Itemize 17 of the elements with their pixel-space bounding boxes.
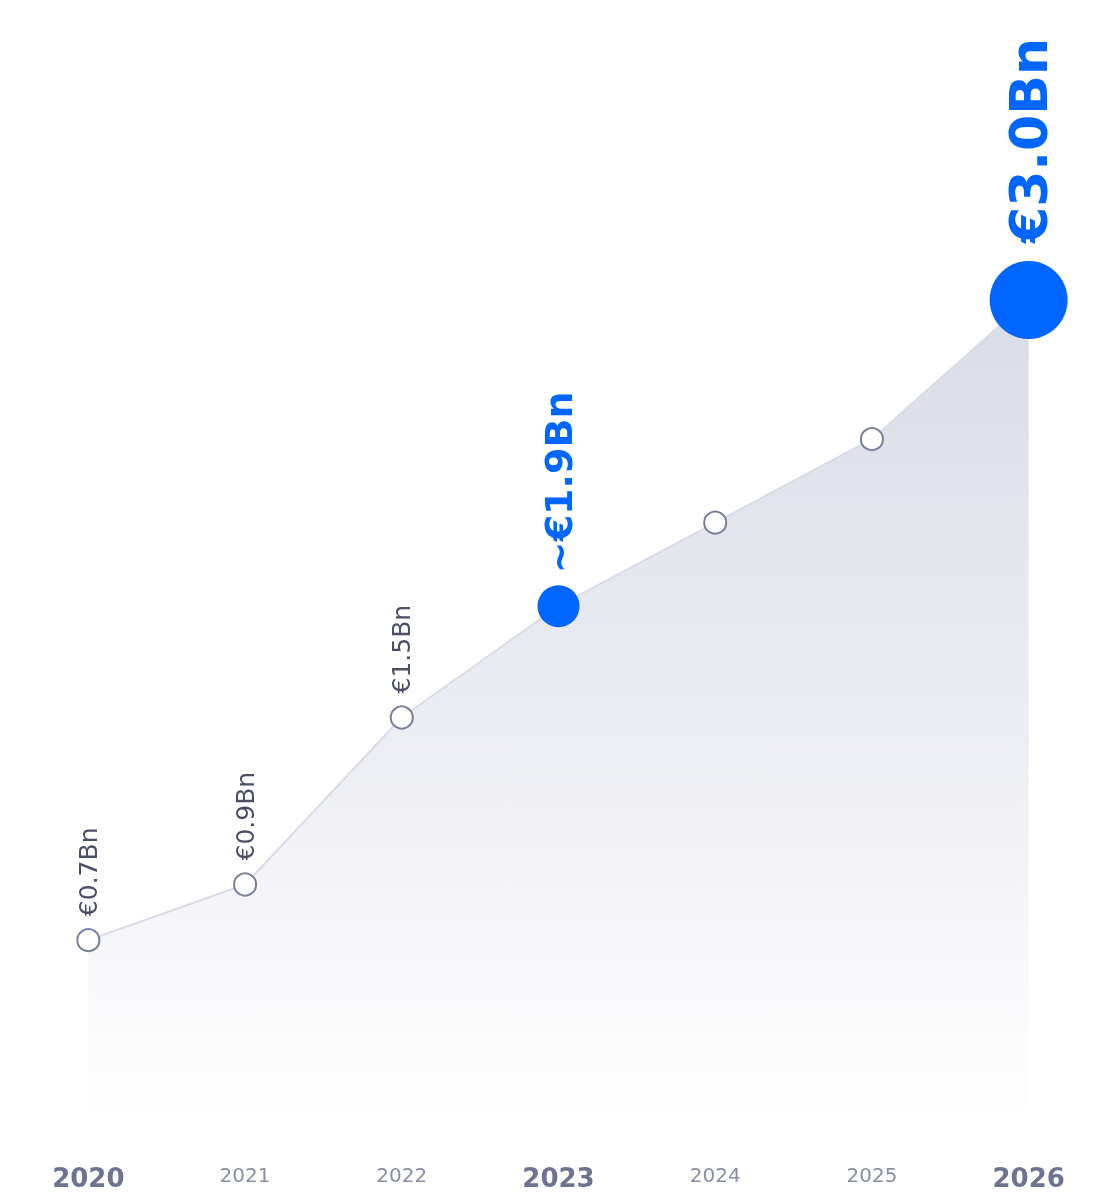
data-label: €0.9Bn: [230, 771, 260, 861]
x-tick-label: 2024: [689, 1163, 741, 1187]
x-tick-label: 2021: [219, 1163, 271, 1187]
point: [859, 427, 884, 452]
point: [703, 510, 728, 535]
x-tick-label: 2022: [376, 1163, 428, 1187]
data-label: €1.5Bn: [387, 604, 417, 694]
data-label: €3.0Bn: [998, 38, 1059, 244]
x-tick-label: 2023: [522, 1163, 595, 1193]
point: [389, 705, 414, 730]
x-tick-label: 2020: [52, 1163, 125, 1193]
x-tick-label: 2025: [846, 1163, 898, 1187]
data-label: ~€1.9Bn: [536, 391, 581, 574]
point: [76, 928, 101, 953]
point: [233, 872, 258, 897]
x-tick-label: 2026: [992, 1163, 1065, 1193]
data-label: €0.7Bn: [73, 827, 103, 917]
